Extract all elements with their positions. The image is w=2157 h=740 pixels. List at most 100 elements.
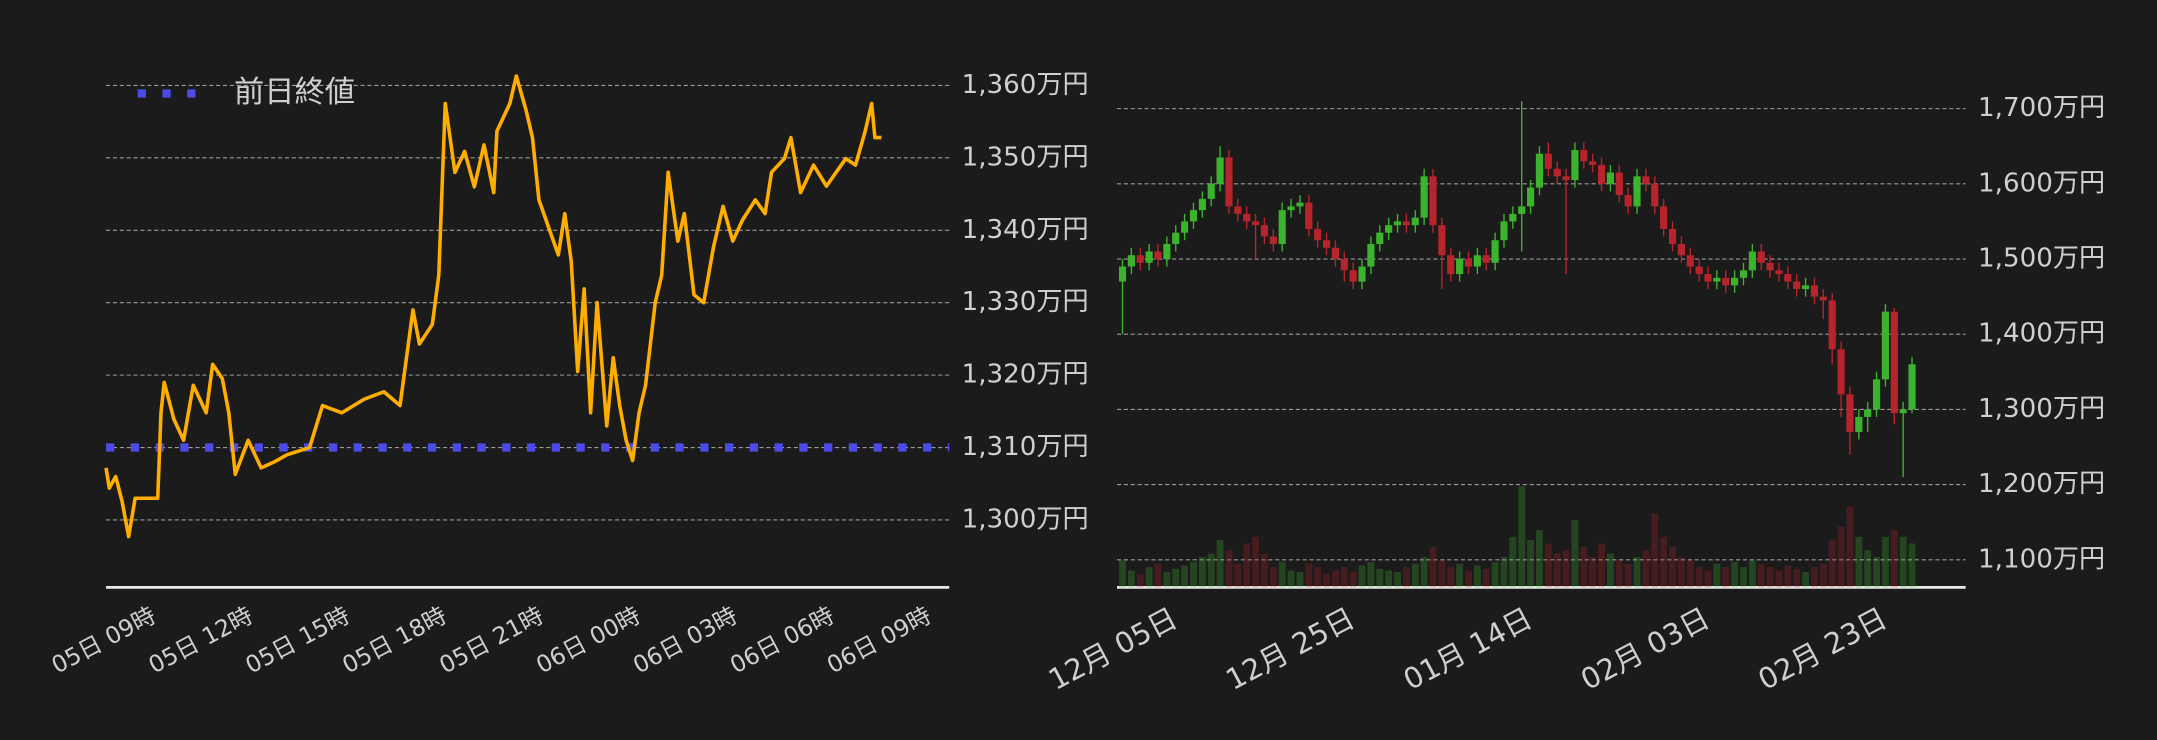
candle-body: [1252, 221, 1260, 226]
volume-bar: [1544, 543, 1552, 588]
y-tick-label: 1,400万円: [1978, 319, 2105, 349]
candle-body: [1225, 157, 1233, 207]
volume-bar: [1119, 560, 1126, 588]
candle-body: [1287, 206, 1295, 211]
volume-bar: [1172, 568, 1180, 588]
candle-body: [1580, 149, 1588, 162]
volume-bar: [1447, 567, 1455, 588]
volume-bar: [1899, 536, 1907, 588]
volume-bar: [1216, 540, 1224, 588]
candle-body: [1447, 255, 1455, 275]
volume-bar: [1367, 562, 1375, 588]
candle-body: [1784, 274, 1792, 282]
candle-body: [1864, 409, 1872, 417]
candle-body: [1535, 153, 1544, 188]
candle-body: [1615, 172, 1623, 196]
volume-bar: [1722, 567, 1730, 588]
y-tick-label: 1,320万円: [962, 360, 1089, 390]
volume-bar: [1154, 563, 1162, 588]
volume-bar: [1349, 572, 1357, 588]
volume-bar: [1181, 565, 1189, 588]
y-tick-label: 1,330万円: [962, 287, 1089, 317]
volume-bar: [1358, 565, 1366, 588]
candle-body: [1260, 225, 1269, 237]
volume-bar: [1438, 560, 1446, 588]
candle-body: [1660, 206, 1668, 229]
y-tick-label: 1,600万円: [1978, 168, 2105, 198]
volume-bar: [1828, 540, 1836, 588]
volume-bar: [1473, 565, 1481, 588]
candle-body: [1376, 232, 1384, 244]
candle-body: [1269, 236, 1277, 244]
y-tick-label: 1,310万円: [962, 432, 1089, 462]
volume-bar: [1198, 557, 1206, 588]
volume-bar: [1518, 486, 1526, 588]
candle-body: [1278, 210, 1286, 244]
volume-bar: [1748, 560, 1756, 588]
candle-body: [1340, 259, 1348, 271]
volume-bar: [1890, 530, 1898, 588]
y-tick-label: 1,350万円: [962, 142, 1089, 172]
candle-body: [1145, 251, 1153, 263]
volume-bar: [1429, 546, 1437, 588]
candle-body: [1464, 259, 1473, 267]
candle-body: [1908, 364, 1916, 410]
volume-bar: [1881, 536, 1889, 588]
volume-bar: [1394, 572, 1401, 588]
candle-body: [1872, 379, 1881, 410]
candle-body: [1668, 228, 1677, 244]
volume-bar: [1163, 572, 1171, 588]
volume-bar: [1402, 567, 1410, 588]
candle-body: [1677, 243, 1685, 256]
candle-body: [1127, 255, 1135, 267]
volume-bar: [1252, 536, 1260, 588]
volume-bar: [1855, 536, 1863, 588]
candle-body: [1509, 213, 1517, 222]
volume-bar: [1536, 530, 1543, 588]
volume-bar: [1287, 570, 1295, 588]
candle-body: [1713, 277, 1721, 282]
volume-bar: [1819, 563, 1827, 588]
y-tick-label: 1,360万円: [962, 70, 1089, 100]
volume-bar: [1323, 573, 1330, 588]
volume-bar: [1633, 557, 1641, 588]
volume-bar: [1456, 563, 1464, 588]
candle-body: [1704, 274, 1712, 282]
volume-bar: [1704, 570, 1712, 588]
volume-bar: [1695, 567, 1703, 588]
y-tick-label: 1,100万円: [1978, 544, 2105, 574]
candle-body: [1331, 247, 1339, 260]
volume-bar: [1669, 546, 1676, 588]
volume-bar: [1651, 513, 1659, 588]
volume-bar: [1278, 562, 1286, 588]
volume-bar: [1553, 553, 1561, 588]
volume-bar: [1465, 570, 1472, 588]
candle-body: [1136, 255, 1144, 263]
volume-bar: [1598, 543, 1605, 588]
candle-body: [1597, 165, 1606, 184]
volume-bar: [1802, 572, 1810, 588]
volume-bar: [1757, 563, 1765, 588]
volume-bar: [1793, 568, 1801, 588]
candle-body: [1837, 349, 1845, 395]
y-tick-label: 1,200万円: [1978, 469, 2105, 499]
candle-body: [1802, 285, 1810, 290]
y-tick-label: 1,500万円: [1978, 244, 2105, 274]
candle-body: [1571, 149, 1579, 181]
candle-body: [1890, 311, 1898, 414]
volume-bar: [1269, 567, 1277, 588]
volume-bar: [1713, 563, 1721, 588]
legend-label: 前日終値: [234, 75, 355, 110]
candle-body: [1438, 225, 1446, 256]
volume-bar: [1225, 550, 1233, 588]
volume-bar: [1677, 557, 1685, 588]
volume-bar: [1864, 550, 1872, 588]
candle-body: [1491, 240, 1499, 263]
volume-bar: [1376, 568, 1384, 588]
candle-body: [1722, 277, 1730, 286]
candle-body: [1624, 195, 1632, 207]
candle-body: [1855, 416, 1863, 432]
volume-bar: [1420, 557, 1428, 588]
volume-bar: [1766, 567, 1774, 588]
